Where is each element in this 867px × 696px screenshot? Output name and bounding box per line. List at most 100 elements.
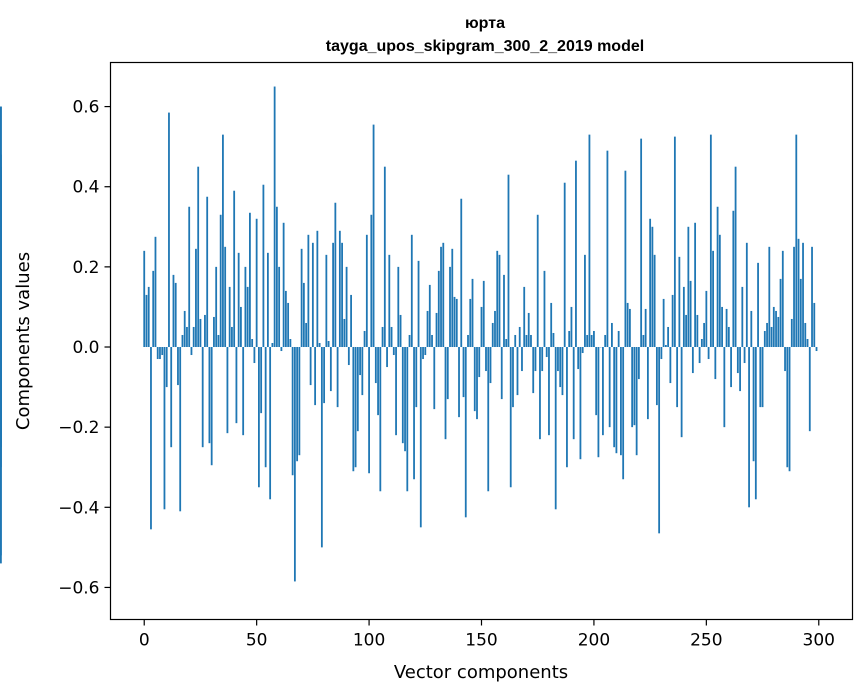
bar xyxy=(372,124,375,348)
bar xyxy=(777,316,780,348)
bar xyxy=(752,347,755,462)
y-tick-label: 0.6 xyxy=(72,98,99,118)
bar xyxy=(165,347,168,388)
y-axis: −0.6 −0.4 −0.2 0.0 0.2 0.4 0.6 xyxy=(58,98,111,598)
bar xyxy=(525,334,528,348)
bar xyxy=(534,347,537,372)
bar xyxy=(269,347,272,500)
bar xyxy=(255,218,258,348)
bar xyxy=(284,290,287,348)
bar xyxy=(397,266,400,348)
bar xyxy=(354,347,357,468)
bar xyxy=(168,112,170,348)
bar xyxy=(433,347,436,410)
bar xyxy=(374,347,377,384)
bar xyxy=(563,182,566,348)
bar xyxy=(478,347,481,378)
bar xyxy=(637,347,640,380)
bar xyxy=(649,218,652,348)
bar xyxy=(222,134,224,348)
bar xyxy=(667,326,670,348)
bar xyxy=(698,347,701,364)
bar xyxy=(163,347,166,510)
bar xyxy=(617,330,620,348)
bar xyxy=(365,234,368,348)
bar xyxy=(613,347,616,448)
bar xyxy=(240,306,242,348)
bar xyxy=(541,347,544,372)
bar xyxy=(170,347,173,448)
y-axis-label: Components values xyxy=(13,252,34,430)
bar xyxy=(388,254,391,348)
bar xyxy=(228,286,231,348)
bar xyxy=(500,347,503,400)
bar xyxy=(575,160,577,348)
bar xyxy=(244,266,247,348)
bar xyxy=(586,334,589,348)
bar xyxy=(368,347,370,474)
bar xyxy=(249,212,251,348)
bar xyxy=(736,347,739,374)
bar xyxy=(401,347,404,444)
bar xyxy=(696,314,699,348)
bar xyxy=(266,252,269,348)
bar xyxy=(210,347,213,466)
bar xyxy=(311,242,314,348)
bar xyxy=(352,347,355,472)
y-tick-label: 0.0 xyxy=(72,338,99,358)
bar xyxy=(795,134,798,348)
bar xyxy=(799,278,802,348)
bar xyxy=(356,347,359,432)
bar xyxy=(651,226,654,348)
bar xyxy=(150,347,152,530)
bar xyxy=(581,347,584,354)
bar xyxy=(161,347,164,356)
bar xyxy=(604,334,607,348)
y-tick-label: 0.2 xyxy=(72,258,99,278)
bar xyxy=(287,302,290,348)
bar xyxy=(260,347,263,414)
bar xyxy=(532,347,535,394)
bar xyxy=(152,270,155,348)
bar xyxy=(271,343,274,348)
bar xyxy=(215,266,218,348)
bar xyxy=(208,347,211,444)
bar xyxy=(341,242,343,348)
bar xyxy=(278,266,281,348)
bar xyxy=(147,286,150,348)
bar xyxy=(224,246,227,348)
bar xyxy=(559,347,562,388)
bar xyxy=(197,166,200,348)
x-tick-label: 250 xyxy=(690,631,722,651)
bar xyxy=(797,238,800,348)
bar xyxy=(415,347,418,408)
bar xyxy=(512,347,514,408)
bar xyxy=(386,347,388,368)
bar xyxy=(521,347,523,372)
bar xyxy=(759,347,762,408)
y-tick-label: −0.2 xyxy=(58,418,99,438)
bar xyxy=(392,347,395,356)
bar xyxy=(334,202,337,348)
bar xyxy=(300,248,303,348)
bar xyxy=(485,347,487,372)
bar xyxy=(246,286,249,348)
bar xyxy=(678,256,681,348)
bar xyxy=(714,347,717,380)
bar xyxy=(156,347,159,360)
bar xyxy=(395,347,397,436)
x-tick-label: 300 xyxy=(803,631,835,651)
bar xyxy=(406,347,409,492)
bar xyxy=(518,326,521,348)
bar xyxy=(480,306,483,348)
bar xyxy=(705,290,708,348)
bar xyxy=(350,294,352,348)
bar xyxy=(329,347,332,392)
bar xyxy=(444,347,447,440)
x-tick-label: 0 xyxy=(139,631,150,651)
bar xyxy=(730,347,732,388)
bar xyxy=(431,334,433,348)
bar xyxy=(293,347,296,582)
bar xyxy=(775,310,777,348)
